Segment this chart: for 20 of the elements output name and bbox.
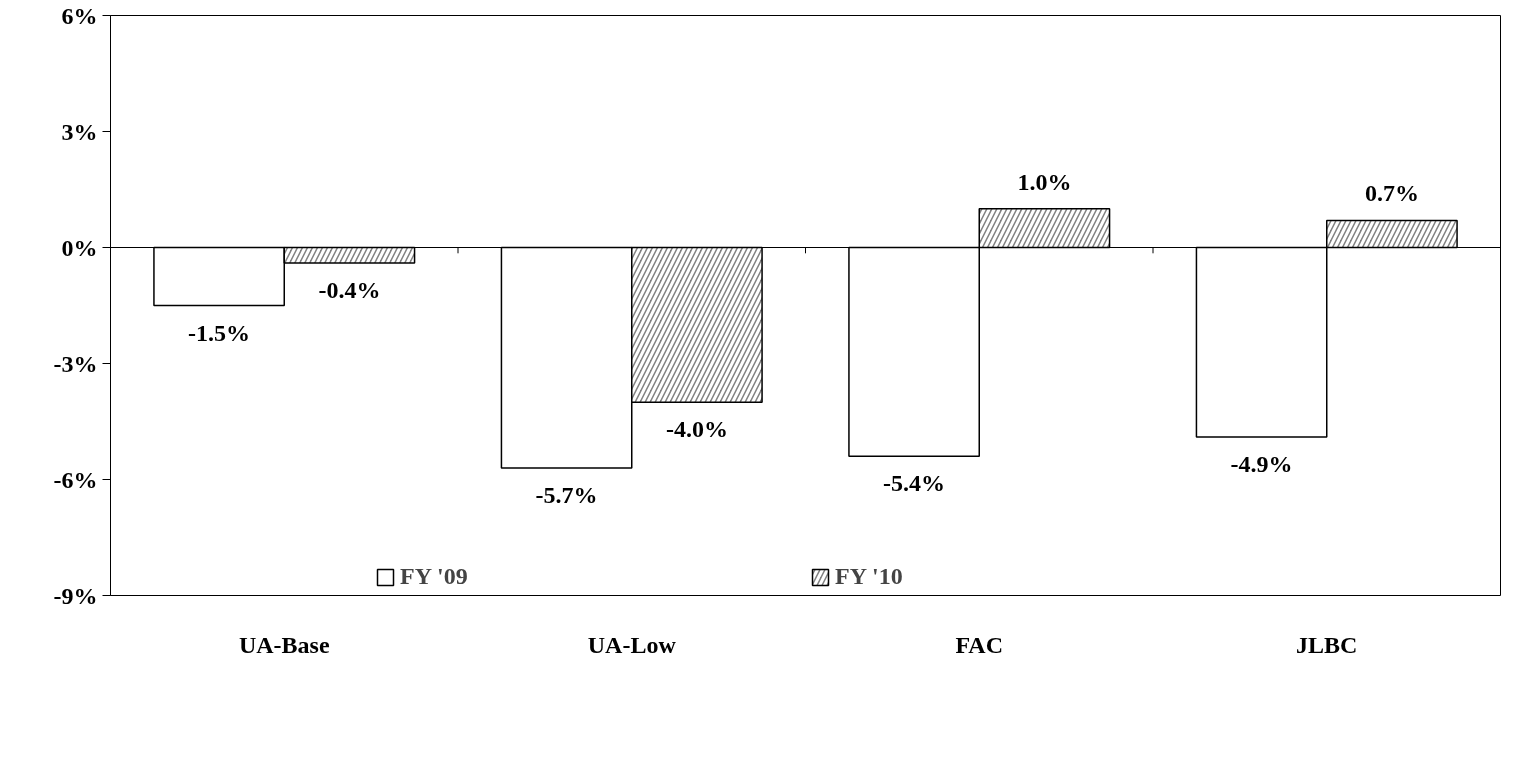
- y-tick-label: 6%: [61, 2, 98, 29]
- y-tick-label: 3%: [61, 118, 98, 145]
- data-label: -5.4%: [883, 470, 946, 497]
- x-tick-label: UA-Low: [587, 631, 677, 658]
- x-tick-label: UA-Base: [238, 631, 330, 658]
- data-label: -0.4%: [318, 276, 381, 303]
- data-label: -5.7%: [535, 481, 598, 508]
- y-tick-label: -9%: [53, 582, 98, 609]
- data-label: 1.0%: [1017, 168, 1072, 195]
- y-tick-label: 0%: [61, 234, 98, 261]
- legend-label: FY '10: [835, 563, 904, 590]
- data-label: -4.9%: [1230, 450, 1293, 477]
- data-label: -4.0%: [665, 416, 728, 443]
- x-tick-label: FAC: [955, 631, 1004, 658]
- data-label: -1.5%: [188, 319, 251, 346]
- x-tick-label: JLBC: [1296, 631, 1358, 658]
- legend-label: FY '09: [400, 563, 469, 590]
- y-tick-label: -6%: [53, 466, 98, 493]
- y-tick-label: -3%: [53, 350, 98, 377]
- data-label: 0.7%: [1364, 180, 1419, 207]
